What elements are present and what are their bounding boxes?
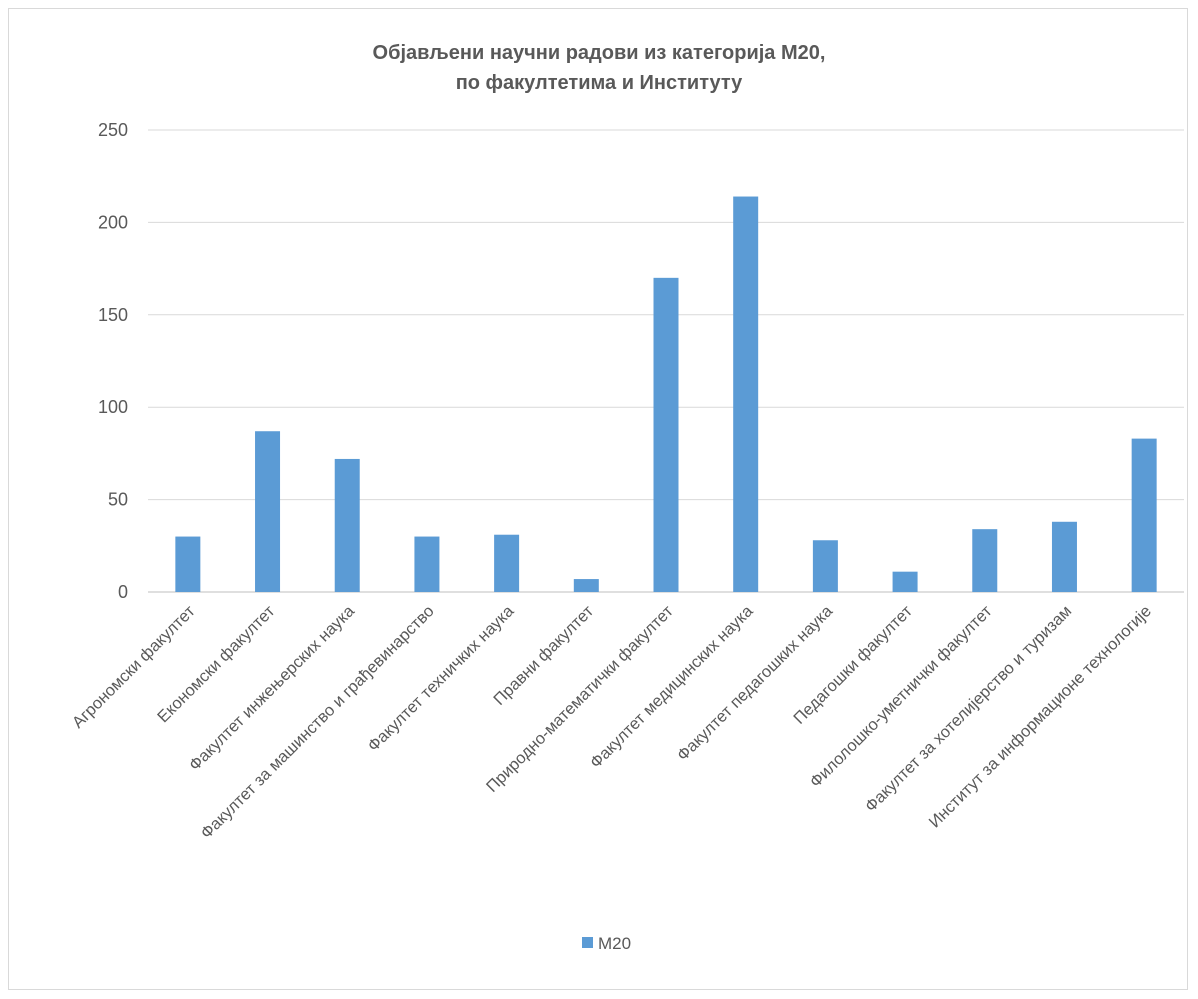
bar	[414, 536, 440, 592]
legend: М20	[582, 934, 631, 953]
x-category-label: Факултет техничких наука	[364, 602, 518, 756]
bar-chart: Објављени научни радови из категорија М2…	[69, 42, 1184, 953]
x-category-label: Факултет педагошких наука	[674, 602, 837, 765]
bar	[334, 458, 360, 592]
bar	[653, 277, 679, 592]
y-tick-label: 0	[118, 582, 128, 602]
bar	[812, 540, 838, 592]
y-axis-tick-labels: 0 50 100 150 200 250	[98, 120, 128, 602]
bar	[972, 529, 998, 592]
x-category-label: Факултет медицинских наука	[587, 602, 757, 772]
y-tick-label: 150	[98, 305, 128, 325]
chart-title-line-2: по факултетима и Институту	[456, 72, 743, 94]
legend-label: М20	[598, 934, 631, 953]
y-tick-label: 250	[98, 120, 128, 140]
y-tick-label: 100	[98, 397, 128, 417]
bar	[733, 196, 759, 592]
bar	[892, 571, 918, 592]
x-category-label: Факултет инжењерских наука	[186, 602, 359, 775]
bar	[255, 431, 281, 592]
y-tick-label: 50	[108, 490, 128, 510]
y-tick-label: 200	[98, 212, 128, 232]
bar	[1131, 438, 1157, 592]
bar	[573, 579, 599, 592]
bars	[175, 196, 1157, 592]
chart-frame: Објављени научни радови из категорија М2…	[8, 8, 1188, 990]
legend-swatch	[582, 937, 593, 948]
bar	[1051, 521, 1077, 592]
bar	[494, 534, 520, 592]
bar	[175, 536, 201, 592]
chart-title-line-1: Објављени научни радови из категорија М2…	[373, 42, 826, 64]
